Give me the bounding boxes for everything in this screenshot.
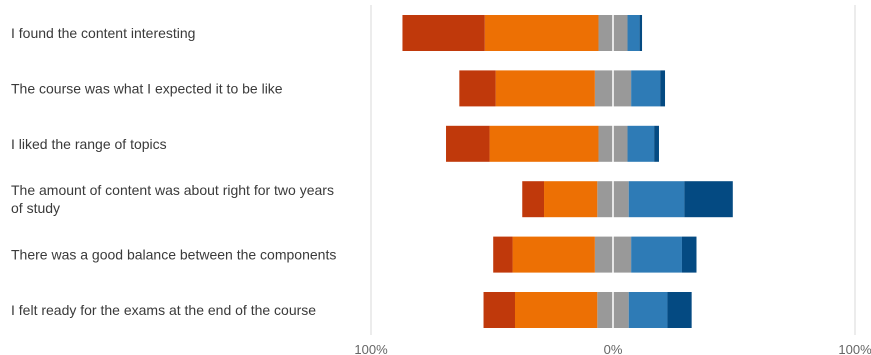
bar-segment-positive	[628, 181, 685, 218]
bar-segment-positive	[681, 236, 697, 273]
bar-segment-negative	[402, 15, 485, 51]
bar-segment-positive	[660, 70, 666, 107]
bar-segment-negative	[522, 181, 545, 218]
bar-segment-positive	[639, 15, 643, 51]
bar-segment-positive	[628, 292, 668, 328]
bar-segment-positive	[631, 70, 661, 107]
bar-segment-positive	[667, 292, 692, 328]
bar-segment-negative	[459, 70, 496, 107]
x-tick-label: 0%	[604, 342, 623, 355]
bar-segment-negative	[484, 15, 599, 51]
category-label: The amount of content was about right fo…	[11, 182, 334, 198]
bars	[402, 15, 733, 328]
gridlines	[370, 5, 856, 335]
bar-segment-positive	[654, 125, 659, 162]
x-tick-label: 100%	[838, 342, 871, 355]
bar-segment-negative	[446, 125, 490, 162]
bar-segment-positive	[627, 125, 655, 162]
bar-segment-positive	[631, 236, 682, 273]
bar-segment-negative	[544, 181, 598, 218]
bar-segment-negative	[483, 292, 515, 328]
category-labels: I found the content interesting The cours…	[11, 25, 336, 318]
category-label: I felt ready for the exams at the end of…	[11, 302, 316, 318]
x-tick-label: 100%	[354, 342, 388, 355]
category-label: of study	[11, 200, 60, 216]
category-label: I found the content interesting	[11, 25, 195, 41]
bar-segment-negative	[489, 125, 599, 162]
bar-segment-negative	[514, 292, 598, 328]
bar-segment-negative	[493, 236, 513, 273]
x-axis-ticks: 100% 0% 100%	[354, 342, 871, 355]
bar-segment-positive	[684, 181, 733, 218]
category-label: The course was what I expected it to be …	[11, 80, 283, 96]
bar-segment-negative	[495, 70, 595, 107]
bar-segment-positive	[627, 15, 640, 51]
category-label: I liked the range of topics	[11, 136, 167, 152]
bar-segment-negative	[512, 236, 595, 273]
category-label: There was a good balance between the com…	[11, 247, 336, 263]
